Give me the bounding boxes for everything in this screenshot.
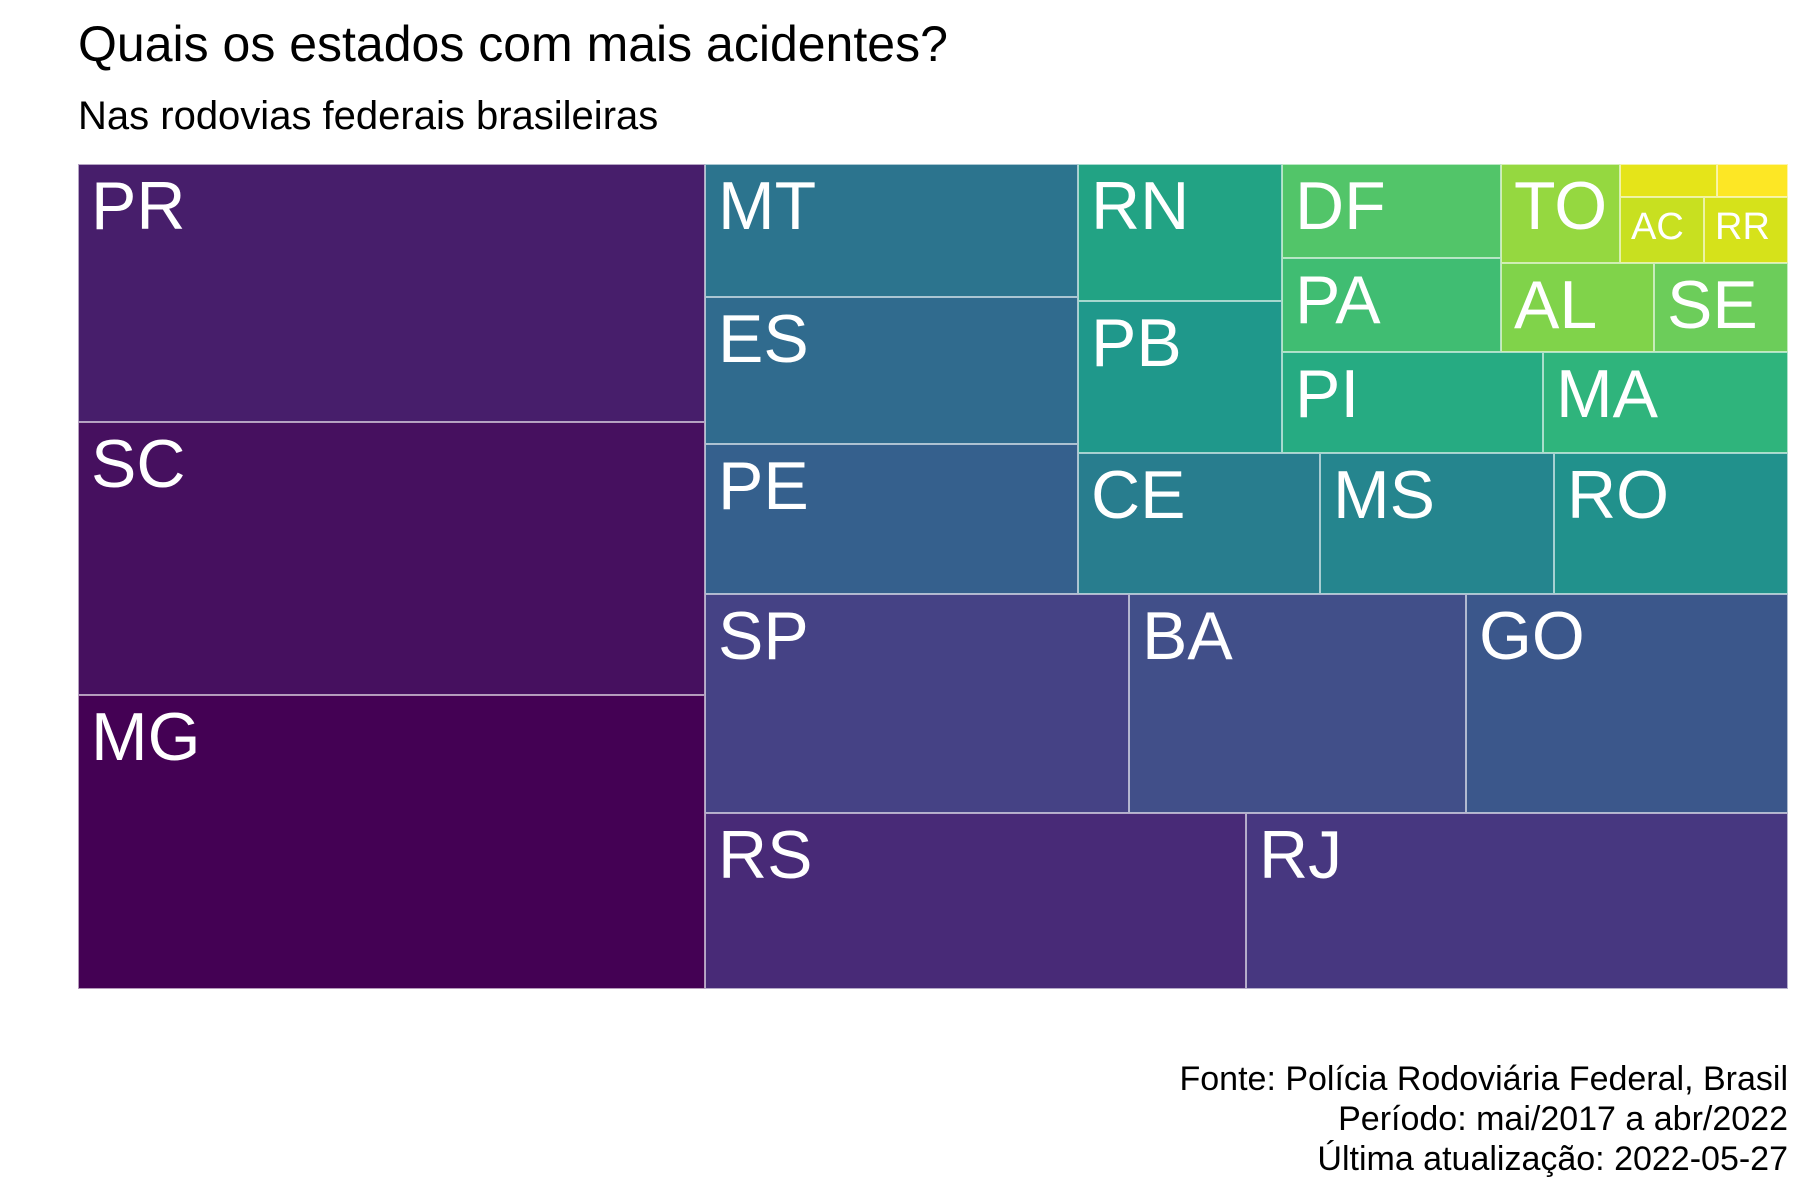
tile-df: DF [1282,164,1501,258]
tile-rs: RS [705,813,1246,989]
tile-pe: PE [705,444,1078,594]
tile-label: BA [1142,598,1233,674]
tile-label: SP [718,598,809,674]
tile-al: AL [1501,263,1654,352]
tile-label: MG [91,699,201,775]
tile-pa: PA [1282,258,1501,352]
tile-label: PR [91,168,186,244]
tile-to: TO [1501,164,1620,263]
tile-label: MT [718,168,817,244]
tile-ac: AC [1620,197,1704,263]
tile-label: RS [718,817,813,893]
tile-mg: MG [78,695,705,989]
tile-label: RR [1715,206,1770,248]
tile-rr: RR [1704,197,1788,263]
caption-updated: Última atualização: 2022-05-27 [1317,1139,1788,1178]
tile-pr: PR [78,164,705,422]
tile-label: ES [718,301,809,377]
tile-rj: RJ [1246,813,1788,989]
tile-label: GO [1479,598,1585,674]
chart-caption: Fonte: Polícia Rodoviária Federal, Brasi… [1180,1060,1789,1179]
chart-title: Quais os estados com mais acidentes? [78,16,948,72]
tile-ba: BA [1129,594,1466,813]
tile-label: PI [1295,356,1360,432]
tile-pb: PB [1078,301,1282,453]
tile-pi: PI [1282,352,1543,453]
tile-ms: MS [1320,453,1554,594]
caption-period: Período: mai/2017 a abr/2022 [1338,1099,1788,1138]
chart-subtitle: Nas rodovias federais brasileiras [78,94,659,138]
tile-label: AC [1631,206,1684,248]
tile-mt: MT [705,164,1078,297]
tile-ro: RO [1554,453,1788,594]
tile-sp: SP [705,594,1129,813]
tile-rn: RN [1078,164,1282,301]
tile-small-25 [1620,164,1717,197]
treemap-chart: MG SC PR RS RJ SP BA GO PE ES MT CE MS RO PB RN PI MA PA DF… [78,164,1788,989]
caption-source: Fonte: Polícia Rodoviária Federal, Brasi… [1179,1060,1789,1098]
tile-label: MS [1333,457,1435,533]
tile-label: RJ [1259,817,1343,893]
tile-label: MA [1556,356,1658,432]
tile-label: RO [1567,457,1669,533]
tile-label: RN [1091,168,1190,244]
tile-ma: MA [1543,352,1788,453]
tile-label: AL [1514,267,1598,343]
tile-ce: CE [1078,453,1320,594]
tile-label: PB [1091,305,1182,381]
tile-label: TO [1514,168,1608,244]
tile-label: SC [91,426,186,502]
tile-se: SE [1654,263,1788,352]
tile-label: SE [1667,267,1758,343]
tile-label: PE [718,448,809,524]
tile-label: CE [1091,457,1186,533]
tile-go: GO [1466,594,1788,813]
tile-small-26 [1717,164,1788,197]
tile-label: PA [1295,262,1381,338]
tile-sc: SC [78,422,705,695]
tile-es: ES [705,297,1078,444]
tile-label: DF [1295,168,1386,244]
